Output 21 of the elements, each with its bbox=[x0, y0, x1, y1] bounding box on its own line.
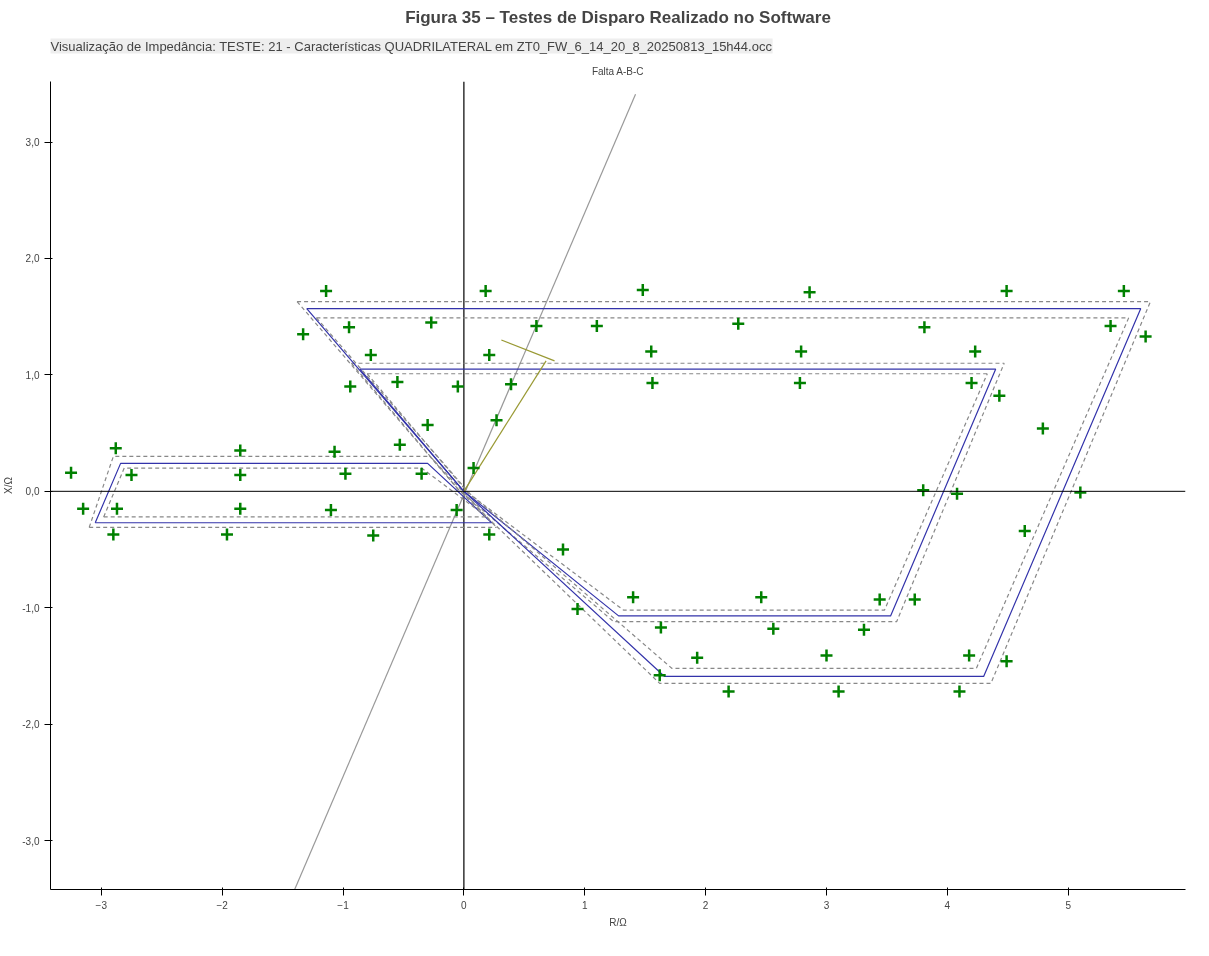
x-tick-label: 5 bbox=[1065, 899, 1072, 911]
text: Falta A-B-C bbox=[591, 65, 644, 77]
x-tick-label: −3 bbox=[95, 899, 108, 911]
x-tick-label: 3 bbox=[823, 899, 830, 911]
y-tick-label: -1,0 bbox=[22, 602, 40, 614]
x-axis-title: R/Ω bbox=[609, 916, 628, 928]
chart-title: Figura 35 – Testes de Disparo Realizado no Software bbox=[405, 7, 831, 27]
x-tick-label: −2 bbox=[216, 899, 229, 911]
y-tick-label: 1,0 bbox=[25, 369, 40, 381]
y-tick-label: 3,0 bbox=[25, 137, 40, 149]
y-tick-label: -2,0 bbox=[22, 719, 40, 731]
x-tick-label: 4 bbox=[944, 899, 951, 911]
y-tick-label: 2,0 bbox=[25, 253, 40, 265]
x-tick-label: −1 bbox=[337, 899, 350, 911]
x-tick-label: 0 bbox=[461, 899, 468, 911]
chart-subtitle: Visualização de Impedância: TESTE: 21 - Características QUADRILATERAL em ZT0_FW_6_14_20_8_20250813_15h44.occ bbox=[50, 38, 773, 54]
y-tick-label: -3,0 bbox=[22, 835, 40, 847]
y-tick-label: 0,0 bbox=[25, 486, 40, 498]
y-axis-title: X/Ω bbox=[3, 476, 15, 494]
x-tick-label: 1 bbox=[581, 899, 588, 911]
x-tick-label: 2 bbox=[702, 899, 709, 911]
